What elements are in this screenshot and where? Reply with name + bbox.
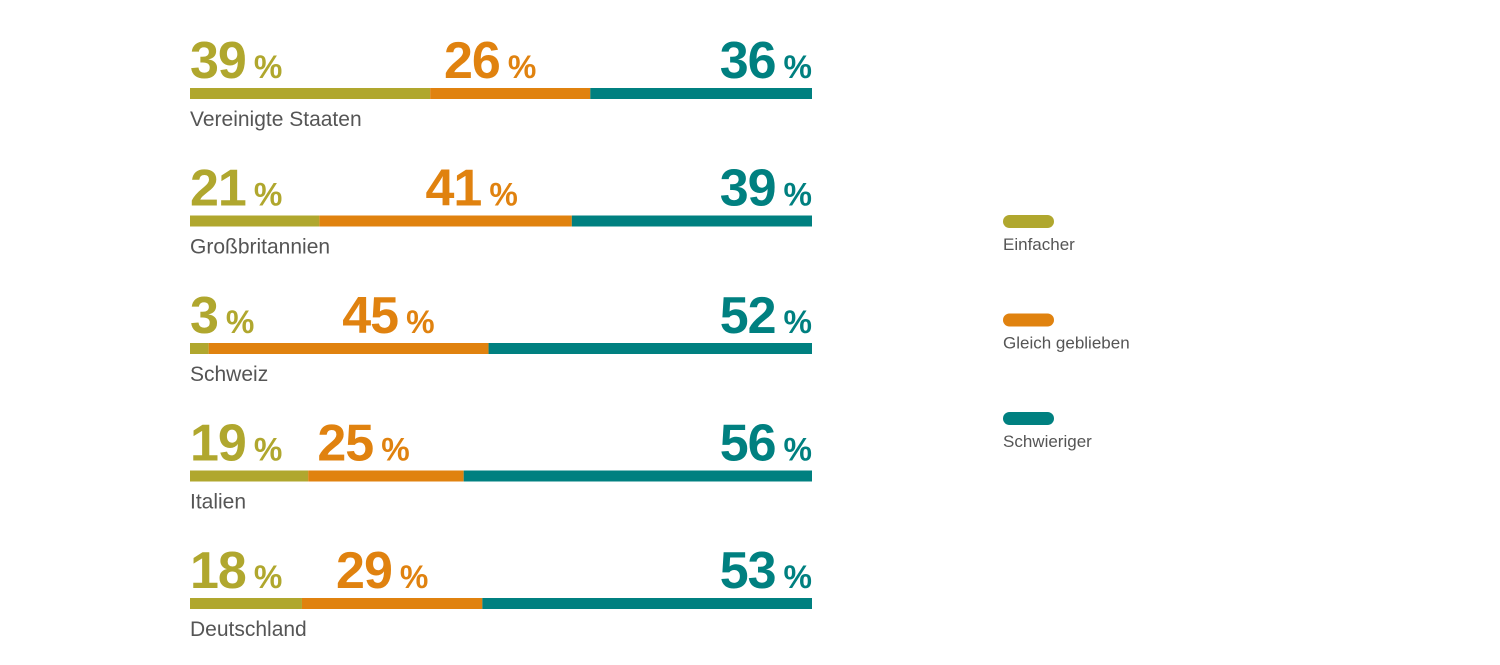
legend-label: Gleich geblieben	[1003, 334, 1130, 353]
bar-segment-gleich-geblieben	[430, 88, 591, 99]
legend-label: Einfacher	[1003, 235, 1075, 254]
category-label: Großbritannien	[190, 236, 330, 259]
legend-item-schwieriger: Schwieriger	[1003, 412, 1092, 451]
data-label-gleich-geblieben: 25%	[317, 415, 409, 473]
data-label-schwieriger: 39%	[720, 160, 812, 218]
chart-row-grossbritannien: 21% 41% 39 % Großbritannien	[190, 160, 812, 259]
data-label-gleich-geblieben: 26%	[444, 32, 536, 90]
bar-segment-gleich-geblieben	[208, 343, 489, 354]
bar-segment-schwieriger	[488, 343, 812, 354]
bar-segment-schwieriger	[590, 88, 812, 99]
chart-row-deutschland: 18% 29% 53 % Deutschland	[190, 542, 812, 641]
chart-row-vereinigte-staaten: 39% 26% 36 % Vereinigte Staaten	[190, 32, 812, 131]
bar-segment-einfacher	[190, 343, 209, 354]
category-label: Schweiz	[190, 363, 268, 386]
legend-item-einfacher: Einfacher	[1003, 215, 1075, 254]
legend-label: Schwieriger	[1003, 432, 1092, 451]
data-label-einfacher: 19%	[190, 415, 282, 473]
bar-segment-gleich-geblieben	[301, 598, 483, 609]
category-label: Vereinigte Staaten	[190, 108, 362, 131]
chart-rows: 39% 26% 36 % Vereinigte Staaten 21% 41% 39 % Groß…	[190, 32, 812, 641]
bar-segment-einfacher	[190, 215, 320, 227]
bar-segment-gleich-geblieben	[308, 470, 464, 482]
chart-row-italien: 19% 25% 56 % Italien	[190, 415, 812, 514]
bar-segment-schwieriger	[463, 470, 812, 482]
legend: Einfacher Gleich geblieben Schwieriger	[1003, 215, 1130, 451]
bar-segment-gleich-geblieben	[319, 215, 572, 227]
bar-segment-schwieriger	[482, 598, 812, 609]
data-label-gleich-geblieben: 29%	[336, 542, 428, 600]
data-label-schwieriger: 52%	[720, 287, 812, 345]
data-label-einfacher: 18%	[190, 542, 282, 600]
legend-swatch	[1003, 412, 1054, 425]
legend-swatch	[1003, 215, 1054, 228]
bar-segment-einfacher	[190, 88, 431, 99]
data-label-schwieriger: 56%	[720, 415, 812, 473]
chart-row-schweiz: 3% 45% 52 % Schweiz	[190, 287, 812, 386]
data-label-schwieriger: 36%	[720, 32, 812, 90]
data-label-gleich-geblieben: 45%	[342, 287, 434, 345]
bar-segment-schwieriger	[571, 215, 812, 227]
category-label: Deutschland	[190, 618, 307, 641]
bar-segment-einfacher	[190, 470, 309, 482]
data-label-schwieriger: 53%	[720, 542, 812, 600]
data-label-einfacher: 21%	[190, 160, 282, 218]
bar-segment-einfacher	[190, 598, 302, 609]
legend-swatch	[1003, 313, 1054, 327]
data-label-einfacher: 3%	[190, 287, 254, 345]
legend-item-gleich-geblieben: Gleich geblieben	[1003, 313, 1130, 353]
data-label-gleich-geblieben: 41%	[426, 160, 518, 218]
data-label-einfacher: 39%	[190, 32, 282, 90]
category-label: Italien	[190, 491, 246, 514]
